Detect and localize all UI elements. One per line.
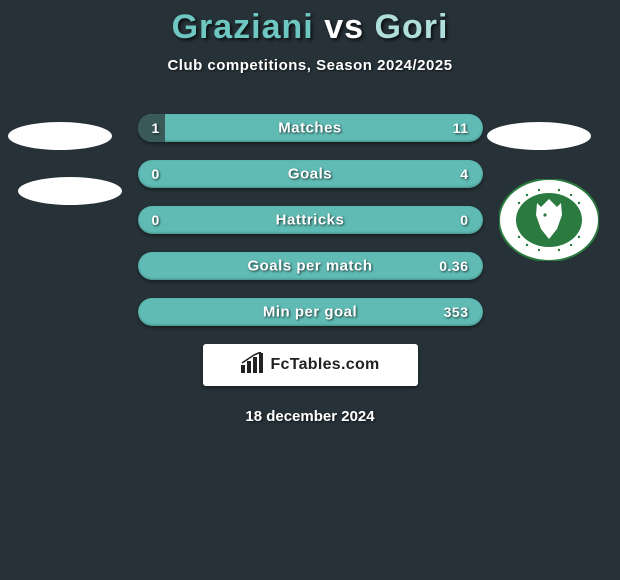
stat-left-value: 0 bbox=[152, 166, 160, 182]
vs-text: vs bbox=[324, 8, 364, 46]
stat-right-value: 0.36 bbox=[439, 258, 468, 274]
stat-bars: 1 Matches 11 0 Goals 4 0 Hattricks 0 Goals per ma… bbox=[138, 114, 483, 326]
stat-label: Matches bbox=[278, 120, 342, 137]
stat-label: Goals bbox=[288, 166, 332, 183]
stat-right-value: 0 bbox=[460, 212, 468, 228]
stat-bar: 0 Hattricks 0 bbox=[138, 206, 483, 234]
stat-right-value: 353 bbox=[444, 304, 469, 320]
stat-label: Min per goal bbox=[263, 304, 357, 321]
stat-bar: Goals per match 0.36 bbox=[138, 252, 483, 280]
stat-bar: Min per goal 353 bbox=[138, 298, 483, 326]
date-text: 18 december 2024 bbox=[245, 408, 374, 425]
stat-right-value: 4 bbox=[460, 166, 468, 182]
stat-bar: 0 Goals 4 bbox=[138, 160, 483, 188]
left-club-marker-2 bbox=[18, 177, 122, 205]
page-title: Graziani vs Gori bbox=[172, 8, 449, 47]
brand-text: FcTables.com bbox=[270, 356, 379, 374]
player1-name: Graziani bbox=[172, 8, 314, 46]
stat-left-value: 1 bbox=[152, 120, 160, 136]
stat-left-value: 0 bbox=[152, 212, 160, 228]
subtitle: Club competitions, Season 2024/2025 bbox=[167, 57, 452, 74]
player2-name: Gori bbox=[375, 8, 449, 46]
stat-label: Hattricks bbox=[276, 212, 345, 229]
stat-label: Goals per match bbox=[247, 258, 372, 275]
chart-icon bbox=[240, 352, 264, 379]
right-club-marker-1 bbox=[487, 122, 591, 150]
left-club-marker-1 bbox=[8, 122, 112, 150]
brand-logo-box: FcTables.com bbox=[203, 344, 418, 386]
right-club-badge bbox=[499, 179, 599, 261]
stat-right-value: 11 bbox=[453, 120, 469, 136]
stat-bar: 1 Matches 11 bbox=[138, 114, 483, 142]
